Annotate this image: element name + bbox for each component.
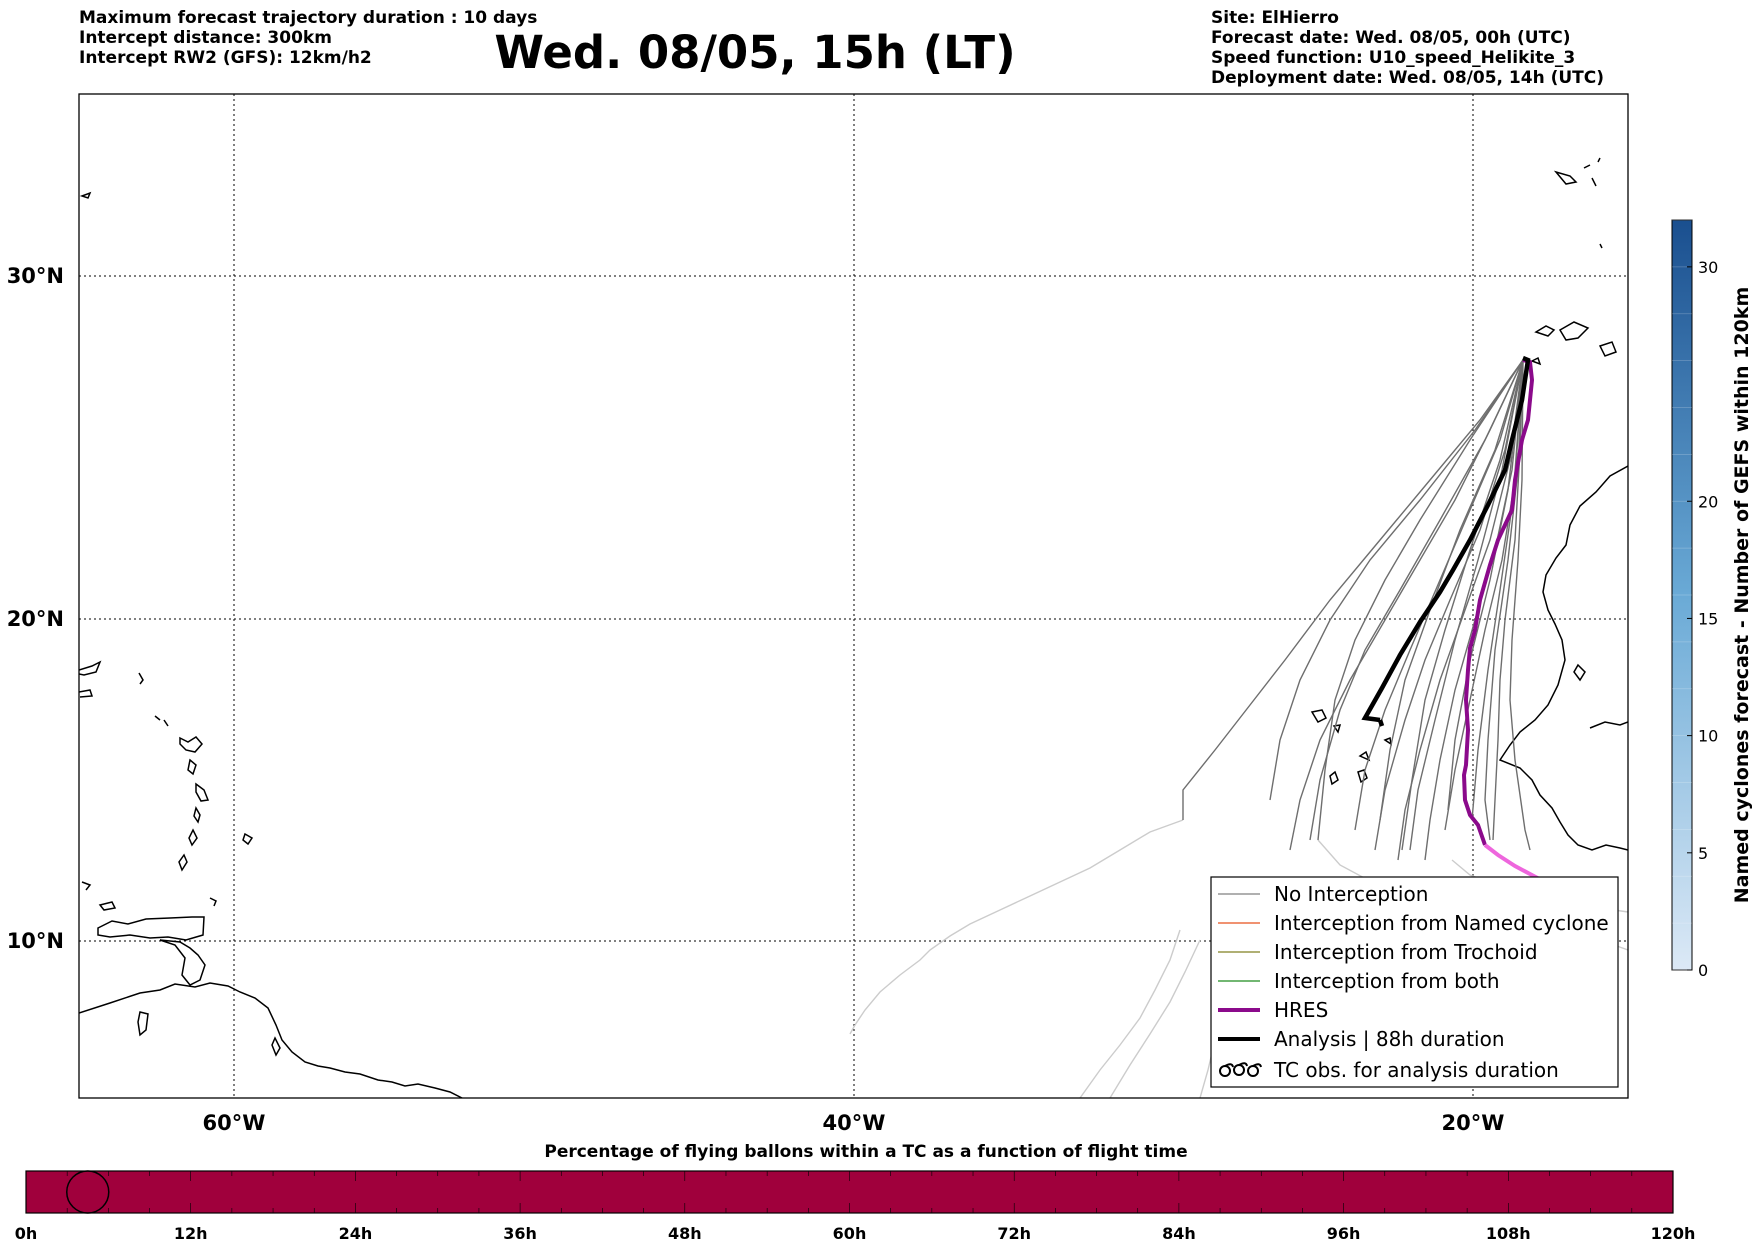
colorbar-gradient [1671,219,1693,971]
intercept-rw2-text: Intercept RW2 (GFS): 12km/h2 [79,48,372,68]
timeline-title: Percentage of flying ballons within a TC… [544,1142,1187,1162]
lat-label-20n: 20°N [7,607,64,631]
colorbar-label: Named cyclones forecast - Number of GEFS… [1731,287,1752,904]
timeline-tick-labels: 0h 12h 24h 36h 48h 60h 72h 84h 96h 108h 120h [15,1224,1696,1241]
legend-label-trochoid: Interception from Trochoid [1274,940,1538,964]
max-duration-text: Maximum forecast trajectory duration : 1… [79,8,538,28]
colorbar-tick-label: 20 [1698,492,1718,511]
speed-function-text: Speed function: U10_speed_Helikite_3 [1211,48,1576,68]
cyclone-symbols-icon [1219,1062,1262,1077]
timeline-tick-label: 72h [997,1224,1031,1241]
analysis-trajectory [1361,355,1531,723]
timeline-tick-label: 108h [1486,1224,1531,1241]
lat-label-10n: 10°N [7,929,64,953]
legend-box [1210,876,1619,1088]
legend-label-tc-obs: TC obs. for analysis duration [1273,1058,1559,1082]
page-title: Wed. 08/05, 15h (LT) [494,26,1016,79]
timeline-tick-label: 0h [15,1224,38,1241]
colorbar-tick-label: 10 [1698,727,1718,746]
lon-label-20w: 20°W [1442,1111,1505,1135]
timeline-tick-label: 36h [503,1224,537,1241]
timeline-tick-label: 84h [1162,1224,1196,1241]
colorbar-ticks: 0 5 10 15 20 30 [1687,258,1718,980]
timeline-tick-label: 120h [1651,1224,1696,1241]
deployment-date-text: Deployment date: Wed. 08/05, 14h (UTC) [1211,68,1605,88]
legend-label-analysis: Analysis | 88h duration [1274,1027,1505,1051]
lon-label-60w: 60°W [203,1111,266,1135]
timeline-tick-label: 48h [668,1224,702,1241]
legend-label-no-interception: No Interception [1274,882,1428,906]
header-left-info: Maximum forecast trajectory duration : 1… [79,8,537,68]
colorbar-tick-label: 15 [1698,609,1718,628]
site-text: Site: ElHierro [1211,8,1339,28]
map-frame [78,93,1629,1099]
colorbar: 0 5 10 15 20 30 Named cyclones forecast - Num… [1671,219,1752,980]
legend: No Interception Interception from Named … [1210,876,1619,1088]
hres-trajectory [1461,358,1535,846]
colorbar-tick-label: 5 [1698,844,1708,863]
colorbar-tick-label: 30 [1698,258,1718,277]
timeline-minor-ticks [25,1171,1674,1213]
timeline-tick-label: 60h [833,1224,867,1241]
coastline-africa [1310,157,1628,851]
timeline-tick-label: 96h [1327,1224,1361,1241]
timeline: Percentage of flying ballons within a TC… [15,1142,1696,1241]
analysis-end [1377,719,1385,727]
header-right-info: Site: ElHierro Forecast date: Wed. 08/05… [1211,8,1604,88]
legend-label-both: Interception from both [1274,969,1500,993]
legend-label-hres: HRES [1274,998,1328,1022]
colorbar-tick-label: 0 [1698,961,1708,980]
lon-label-40w: 40°W [823,1111,886,1135]
intercept-distance-text: Intercept distance: 300km [79,28,332,48]
lat-label-30n: 30°N [7,264,64,288]
timeline-tick-label: 24h [339,1224,373,1241]
coastline-americas [79,191,463,1098]
forecast-date-text: Forecast date: Wed. 08/05, 00h (UTC) [1211,28,1571,48]
timeline-tick-label: 12h [174,1224,208,1241]
timeline-marker [66,1170,110,1214]
legend-label-named-cyclone: Interception from Named cyclone [1274,911,1609,935]
